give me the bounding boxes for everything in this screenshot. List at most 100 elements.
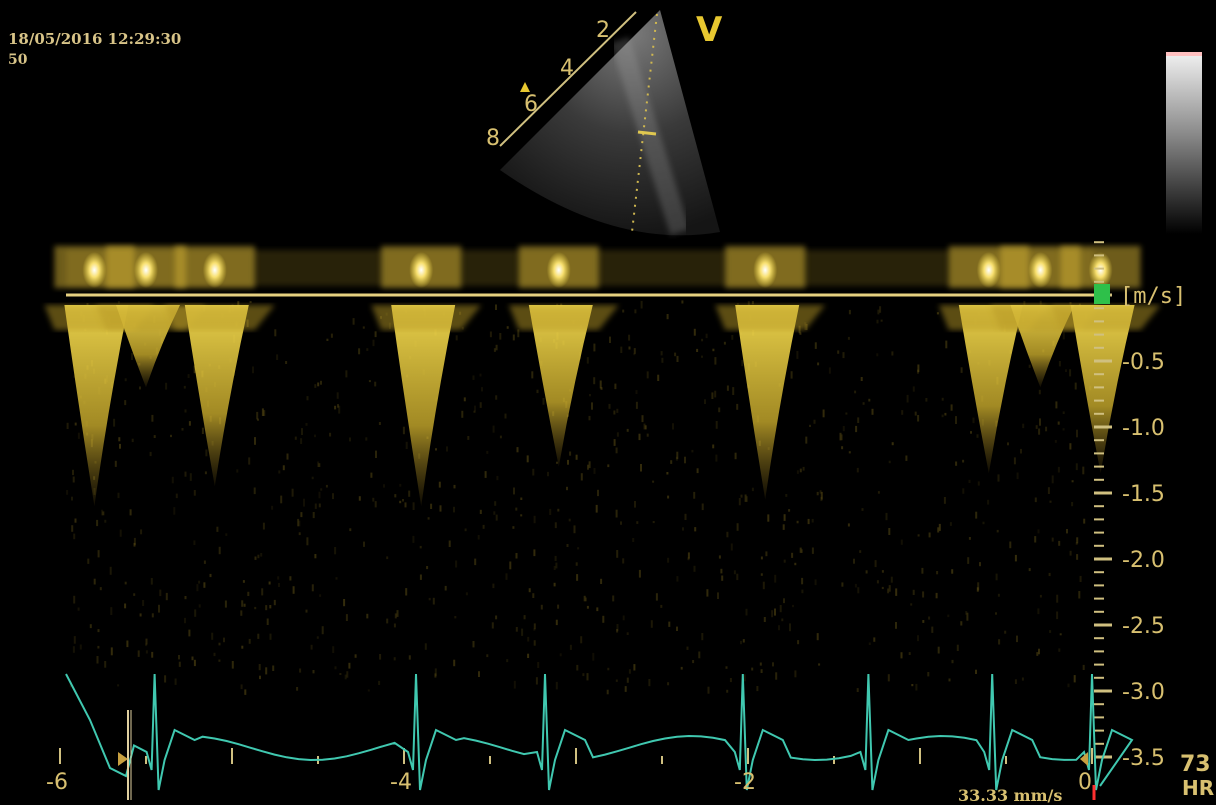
noise-speck [72, 476, 75, 483]
noise-speck [707, 686, 710, 694]
noise-speck [131, 438, 134, 443]
noise-speck [189, 473, 192, 481]
noise-speck [955, 461, 958, 466]
noise-speck [917, 364, 920, 373]
noise-speck [877, 309, 880, 315]
doppler-beat [938, 246, 1049, 474]
noise-speck [1039, 594, 1042, 598]
noise-speck [532, 468, 535, 476]
noise-speck [672, 423, 674, 430]
noise-speck [714, 357, 717, 365]
noise-speck [805, 436, 808, 444]
noise-speck [720, 568, 723, 574]
noise-speck [607, 464, 610, 468]
noise-speck [201, 427, 204, 434]
noise-speck [453, 484, 456, 489]
noise-speck [587, 464, 589, 470]
noise-speck [231, 661, 234, 669]
noise-speck [740, 640, 742, 645]
noise-speck [1058, 361, 1061, 367]
noise-speck [586, 357, 589, 364]
noise-speck [917, 635, 919, 642]
noise-speck [448, 540, 451, 547]
noise-speck [312, 670, 315, 674]
noise-speck [660, 604, 663, 608]
noise-speck [326, 338, 329, 341]
noise-speck [71, 496, 73, 501]
noise-speck [187, 374, 190, 378]
noise-speck [495, 615, 498, 620]
noise-speck [977, 481, 980, 486]
noise-speck [461, 326, 464, 330]
noise-speck [426, 566, 429, 570]
noise-speck [1028, 364, 1031, 368]
noise-speck [797, 640, 800, 645]
noise-speck [816, 633, 819, 641]
depth-label: 8 [486, 126, 500, 151]
noise-speck [751, 487, 754, 492]
noise-speck [576, 664, 579, 671]
noise-speck [243, 603, 246, 607]
noise-speck [646, 371, 649, 379]
noise-speck [73, 533, 76, 540]
noise-speck [173, 507, 176, 515]
noise-speck [734, 452, 737, 460]
noise-speck [1076, 537, 1079, 544]
noise-speck [555, 619, 558, 626]
noise-speck [944, 412, 947, 416]
noise-speck [701, 338, 704, 342]
noise-speck [774, 574, 777, 583]
noise-speck [427, 517, 430, 520]
noise-speck [77, 607, 80, 611]
noise-speck [917, 415, 920, 422]
noise-speck [921, 567, 924, 574]
noise-speck [1034, 536, 1037, 543]
noise-speck [109, 566, 112, 575]
noise-speck [874, 560, 877, 568]
noise-speck [684, 456, 686, 464]
noise-speck [332, 646, 335, 653]
noise-speck [253, 487, 256, 495]
noise-speck [696, 468, 699, 474]
noise-speck [701, 355, 703, 358]
noise-speck [124, 581, 127, 585]
noise-speck [150, 578, 153, 585]
noise-speck [435, 448, 437, 451]
noise-speck [694, 527, 697, 532]
noise-speck [962, 488, 965, 494]
noise-speck [751, 301, 754, 305]
noise-speck [553, 582, 556, 587]
noise-speck [759, 662, 762, 666]
noise-speck [298, 520, 301, 527]
noise-speck [1038, 648, 1040, 655]
noise-speck [591, 402, 593, 410]
noise-speck [638, 433, 641, 441]
noise-speck [262, 522, 265, 530]
noise-speck [170, 434, 172, 438]
noise-speck [675, 456, 678, 461]
noise-speck [265, 667, 268, 675]
noise-speck [606, 689, 609, 695]
noise-speck [917, 534, 920, 537]
doppler-beat [715, 246, 826, 500]
noise-speck [955, 416, 957, 424]
time-label: -2 [734, 770, 756, 795]
noise-speck [438, 481, 441, 488]
noise-speck [242, 580, 245, 583]
noise-speck [580, 473, 583, 481]
noise-speck [526, 455, 529, 463]
noise-speck [744, 494, 747, 502]
noise-speck [615, 509, 618, 518]
noise-speck [895, 622, 897, 629]
noise-speck [455, 560, 458, 568]
sample-gate [637, 130, 657, 136]
noise-speck [512, 526, 515, 529]
noise-speck [298, 532, 301, 536]
noise-speck [644, 425, 647, 430]
baseline-marker[interactable] [1094, 284, 1110, 304]
noise-speck [820, 491, 823, 500]
noise-speck [335, 577, 338, 580]
noise-speck [365, 437, 368, 441]
noise-speck [194, 609, 197, 617]
noise-speck [332, 493, 334, 500]
